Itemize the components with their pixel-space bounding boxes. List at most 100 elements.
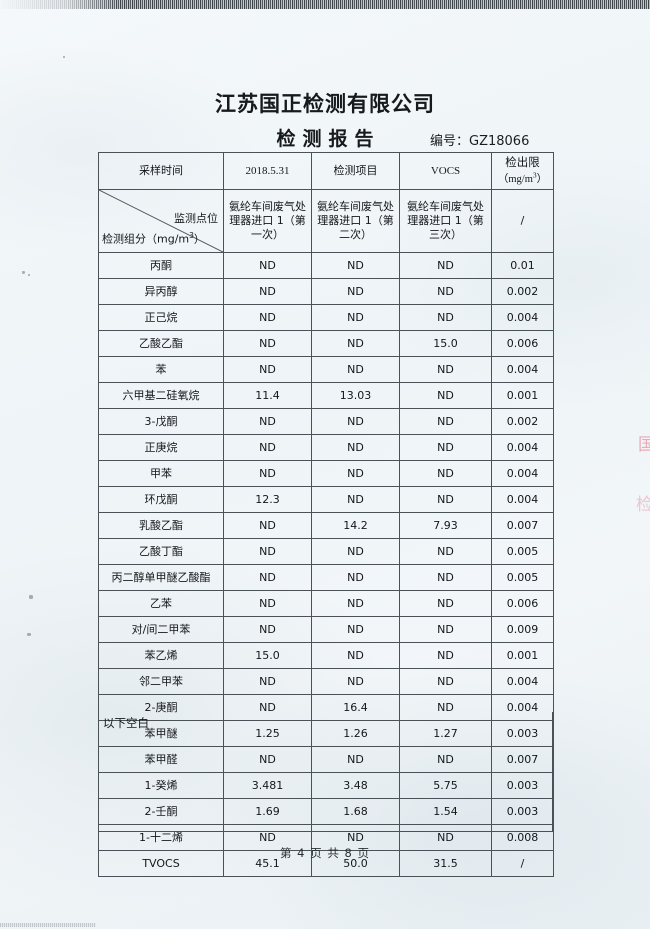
blank-remainder-box: 以下空白 (98, 712, 553, 832)
value-third: ND (399, 538, 492, 566)
detection-limit: 0.001 (491, 642, 554, 670)
value-third: ND (399, 434, 492, 462)
value-third: ND (399, 356, 492, 384)
value-second: ND (311, 616, 400, 644)
value-first: ND (223, 356, 312, 384)
component-name: 1-十二烯 (98, 824, 224, 852)
component-name: 六甲基二硅氧烷 (98, 382, 224, 410)
blank-note: 以下空白 (103, 716, 149, 730)
monitor-point-label: 监测点位 (174, 212, 218, 226)
table-row: 对/间二甲苯 ND ND ND 0.009 (98, 616, 554, 644)
component-name: 环戊酮 (98, 486, 224, 514)
value-third: 15.0 (399, 330, 492, 358)
component-name: 丙二醇单甲醚乙酸酯 (98, 564, 224, 592)
value-first: ND (223, 330, 312, 358)
value-third: 31.5 (399, 850, 492, 878)
table-meta-row: 采样时间 2018.5.31 检测项目 VOCS 检出限 （mg/m3） (98, 151, 554, 191)
dust-speck (63, 56, 65, 58)
component-name: 丙酮 (98, 252, 224, 280)
detection-limit: 0.004 (491, 694, 554, 722)
value-second: 16.4 (311, 694, 400, 722)
value-first: 12.3 (223, 486, 312, 514)
value-third: ND (399, 564, 492, 592)
sampling-time-value: 2018.5.31 (223, 151, 312, 191)
value-first: ND (223, 460, 312, 488)
detection-limit: 0.003 (491, 772, 554, 800)
dust-speck (28, 274, 30, 276)
monitor-point-3: 氨纶车间废气处理器进口 1（第三次） (399, 189, 492, 254)
value-third: ND (399, 590, 492, 618)
value-third: ND (399, 460, 492, 488)
document-type-title: 检测报告 (276, 128, 381, 150)
component-name: 邻二甲苯 (98, 668, 224, 696)
value-first: ND (223, 538, 312, 566)
component-name: 3-戊酮 (98, 408, 224, 436)
results-rows: 丙酮 ND ND ND 0.01 异丙醇 ND ND ND 0.002 正己烷 ND ND ND 0.004… (98, 252, 554, 878)
value-third: ND (399, 642, 492, 670)
detection-limit: 0.006 (491, 590, 554, 618)
table-row: 乙苯 ND ND ND 0.006 (98, 590, 554, 618)
component-name: TVOCS (98, 850, 224, 878)
detection-limit: 0.004 (491, 434, 554, 462)
table-row: 乙酸丁酯 ND ND ND 0.005 (98, 538, 554, 566)
monitor-point-2: 氨纶车间废气处理器进口 1（第二次） (311, 189, 400, 254)
value-second: ND (311, 460, 400, 488)
detection-limit: 0.003 (491, 720, 554, 748)
detection-limit: 0.008 (491, 824, 554, 852)
diagonal-divider-icon (99, 190, 223, 252)
value-first: ND (223, 278, 312, 306)
component-label: 检测组分（mg/m3） (102, 231, 205, 247)
value-second: ND (311, 252, 400, 280)
value-second: 1.26 (311, 720, 400, 748)
scanner-bottom-strip (0, 923, 96, 927)
value-third: ND (399, 668, 492, 696)
detection-limit: 0.005 (491, 564, 554, 592)
detection-limit: 0.007 (491, 512, 554, 540)
value-first: 1.25 (223, 720, 312, 748)
scanner-edge-fade (0, 0, 120, 9)
value-second: ND (311, 590, 400, 618)
component-name: 乙酸乙酯 (98, 330, 224, 358)
value-second: ND (311, 538, 400, 566)
value-second: ND (311, 330, 400, 358)
results-table-wrap: 采样时间 2018.5.31 检测项目 VOCS 检出限 （mg/m3） (98, 151, 554, 878)
value-third: 7.93 (399, 512, 492, 540)
value-second: 50.0 (311, 850, 400, 878)
table-row: 苯甲醚 1.25 1.26 1.27 0.003 (98, 720, 554, 748)
value-first: ND (223, 252, 312, 280)
value-first: 1.69 (223, 798, 312, 826)
dust-speck (22, 271, 25, 274)
value-second: ND (311, 642, 400, 670)
table-row: 邻二甲苯 ND ND ND 0.004 (98, 668, 554, 696)
value-first: ND (223, 564, 312, 592)
component-name: 苯 (98, 356, 224, 384)
detection-limit: 0.004 (491, 304, 554, 332)
table-row: TVOCS 45.1 50.0 31.5/ (98, 850, 554, 878)
value-second: ND (311, 408, 400, 436)
value-third: ND (399, 278, 492, 306)
table-row: 乙酸乙酯 ND ND 15.0 0.006 (98, 330, 554, 358)
component-name: 正庚烷 (98, 434, 224, 462)
table-row: 正庚烷 ND ND ND 0.004 (98, 434, 554, 462)
table-row: 苯乙烯 15.0 ND ND 0.001 (98, 642, 554, 670)
monitor-point-1: 氨纶车间废气处理器进口 1（第一次） (223, 189, 312, 254)
value-second: ND (311, 564, 400, 592)
value-second: ND (311, 356, 400, 384)
sampling-time-label: 采样时间 (98, 151, 224, 191)
test-item-label: 检测项目 (311, 151, 400, 191)
detection-limit-header: 检出限 （mg/m3） (491, 151, 554, 191)
results-table: 采样时间 2018.5.31 检测项目 VOCS 检出限 （mg/m3） (98, 151, 554, 878)
value-first: ND (223, 746, 312, 774)
table-row: 丙二醇单甲醚乙酸酯 ND ND ND 0.005 (98, 564, 554, 592)
detection-limit: 0.004 (491, 356, 554, 384)
table-row: 正己烷 ND ND ND 0.004 (98, 304, 554, 332)
value-second: ND (311, 746, 400, 774)
value-first: 11.4 (223, 382, 312, 410)
detection-limit: 0.001 (491, 382, 554, 410)
value-second: ND (311, 304, 400, 332)
value-first: 15.0 (223, 642, 312, 670)
value-second: ND (311, 434, 400, 462)
detection-limit: 0.005 (491, 538, 554, 566)
dust-speck (27, 633, 31, 636)
detection-limit-label: 检出限 (505, 155, 540, 169)
